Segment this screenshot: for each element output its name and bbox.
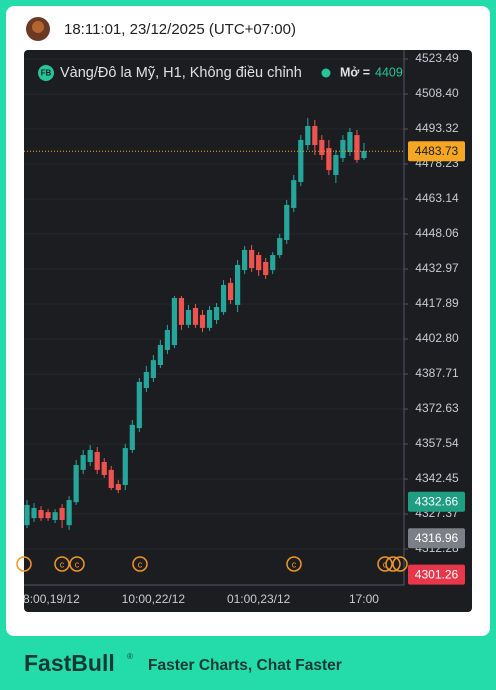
y-tick-label: 4342.45 bbox=[415, 471, 459, 485]
candle-body bbox=[115, 484, 121, 491]
candle-body bbox=[256, 255, 262, 271]
svg-text:c: c bbox=[383, 559, 388, 569]
x-tick-label: 10:00,22/12 bbox=[122, 592, 186, 606]
price-badge-label: 4301.26 bbox=[415, 567, 459, 581]
y-tick-label: 4508.40 bbox=[415, 86, 459, 100]
candle-body bbox=[164, 329, 170, 350]
candle-body bbox=[249, 249, 255, 269]
candle-body bbox=[122, 448, 128, 485]
y-tick-label: 4387.71 bbox=[415, 366, 459, 380]
legend-open-label: Mở = bbox=[340, 65, 370, 79]
candle-body bbox=[340, 139, 346, 159]
price-badge bbox=[408, 528, 465, 549]
candle-body bbox=[66, 500, 72, 526]
y-tick-label: 4357.54 bbox=[415, 436, 459, 450]
candle-body bbox=[80, 455, 86, 470]
candle-body bbox=[171, 297, 178, 346]
footer bbox=[0, 636, 496, 690]
candle-body bbox=[263, 261, 269, 275]
legend-icon bbox=[38, 65, 54, 81]
candle-body bbox=[129, 424, 135, 450]
x-tick-label: 18:00,19/12 bbox=[16, 592, 80, 606]
legend-icon-text: FB bbox=[41, 69, 52, 78]
legend-dot bbox=[321, 68, 331, 78]
candle-body bbox=[361, 151, 367, 159]
candle-body bbox=[94, 452, 100, 470]
candle-body bbox=[235, 265, 241, 305]
price-badge bbox=[408, 141, 465, 162]
candle-body bbox=[277, 238, 283, 256]
svg-text:c: c bbox=[60, 559, 65, 569]
candle-body bbox=[284, 204, 290, 240]
tagline: Faster Charts, Chat Faster bbox=[148, 657, 342, 674]
candle-body bbox=[185, 310, 192, 325]
candle-body bbox=[206, 310, 213, 328]
y-tick-label: 4523.49 bbox=[415, 51, 459, 65]
price-badge-label: 4316.96 bbox=[415, 531, 459, 545]
y-tick-label: 4493.32 bbox=[415, 121, 459, 135]
candle-body bbox=[45, 512, 51, 519]
x-tick-label: 17:00 bbox=[349, 592, 379, 606]
candle-body bbox=[157, 345, 163, 366]
svg-text:c: c bbox=[138, 559, 143, 569]
candle-body bbox=[143, 371, 149, 388]
candle-body bbox=[319, 139, 325, 156]
candle-body bbox=[24, 504, 30, 526]
price-badge bbox=[408, 491, 465, 512]
legend-title: Vàng/Đô la Mỹ, H1, Không điều chỉnh bbox=[60, 65, 302, 81]
timestamp: 18:11:01, 23/12/2025 (UTC+07:00) bbox=[64, 21, 296, 38]
candle-body bbox=[312, 126, 318, 146]
candle-body bbox=[354, 135, 360, 160]
candle-body bbox=[220, 284, 227, 313]
candle-body bbox=[242, 249, 248, 271]
candle-body bbox=[298, 139, 304, 182]
candle-body bbox=[108, 469, 114, 488]
candle-body bbox=[38, 510, 44, 519]
svg-text:c: c bbox=[75, 559, 80, 569]
y-tick-label: 4463.14 bbox=[415, 191, 459, 205]
svg-text:c: c bbox=[292, 559, 297, 569]
price-badge bbox=[408, 564, 465, 585]
candle-body bbox=[227, 282, 234, 301]
candle-body bbox=[333, 155, 339, 175]
y-tick-label: 4402.80 bbox=[415, 331, 459, 345]
plot-area: 18:00,19/12 10:00,22/12 01:00,23/12 17:00 bbox=[16, 117, 379, 606]
candle-body bbox=[291, 180, 297, 208]
brand-mark: ® bbox=[127, 652, 133, 661]
candle-body bbox=[192, 307, 199, 325]
y-tick-label: 4372.63 bbox=[415, 401, 459, 415]
y-tick-label: 4417.89 bbox=[415, 296, 459, 310]
avatar-face bbox=[32, 21, 44, 33]
candle-body bbox=[199, 314, 206, 328]
x-tick-label: 01:00,23/12 bbox=[227, 592, 291, 606]
candle-body bbox=[31, 507, 37, 519]
candle-body bbox=[305, 126, 311, 146]
price-badge-label: 4332.66 bbox=[415, 494, 459, 508]
price-badge-label: 4483.73 bbox=[415, 144, 459, 158]
candle-body bbox=[73, 465, 79, 503]
candle-body bbox=[136, 381, 142, 429]
candle-body bbox=[326, 148, 332, 171]
candle-body bbox=[87, 449, 93, 463]
event-markers bbox=[16, 556, 408, 572]
candle-body bbox=[213, 307, 220, 321]
candle-body bbox=[150, 360, 156, 379]
candle-body bbox=[101, 462, 107, 475]
candle-body bbox=[178, 297, 185, 325]
candle-body bbox=[347, 132, 353, 153]
brand: FastBull bbox=[24, 650, 115, 676]
candle-body bbox=[59, 507, 65, 521]
chart-panel bbox=[24, 50, 472, 612]
legend-open-value: 4409 bbox=[375, 65, 403, 79]
candle-body bbox=[270, 255, 276, 271]
candle-body bbox=[52, 512, 58, 521]
y-tick-label: 4432.97 bbox=[415, 261, 459, 275]
y-tick-label: 4448.06 bbox=[415, 226, 459, 240]
